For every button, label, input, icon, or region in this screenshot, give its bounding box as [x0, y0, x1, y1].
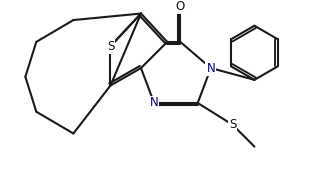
Text: N: N [150, 96, 158, 110]
Text: N: N [207, 62, 215, 75]
Text: O: O [176, 1, 185, 14]
Text: S: S [107, 40, 114, 53]
Text: S: S [229, 118, 236, 131]
